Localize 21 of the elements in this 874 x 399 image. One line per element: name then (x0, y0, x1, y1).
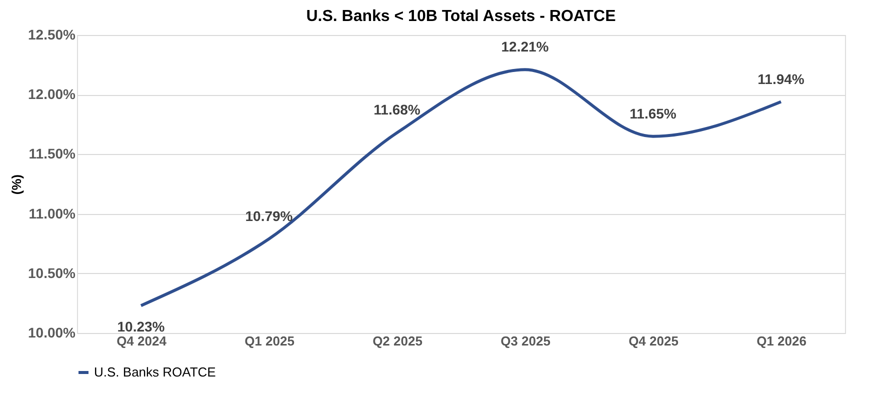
data-label: 11.68% (374, 102, 421, 118)
y-axis-title: (%) (9, 174, 24, 195)
y-tick-label: 12.00% (28, 86, 76, 102)
y-tick-label: 10.00% (28, 324, 76, 340)
data-label: 10.79% (245, 208, 294, 224)
x-tick-label: Q3 2025 (500, 334, 550, 348)
data-label: 11.65% (630, 105, 677, 122)
chart-title: U.S. Banks < 10B Total Assets - ROATCE (306, 8, 616, 25)
y-tick-label: 12.50% (28, 26, 76, 42)
x-tick-label: Q4 2025 (628, 334, 678, 348)
y-tick-label: 11.50% (28, 146, 76, 162)
data-label: 12.21% (501, 38, 550, 55)
x-tick-label: Q4 2024 (116, 334, 168, 348)
x-tick-label: Q2 2025 (372, 334, 422, 348)
x-tick-label: Q1 2025 (244, 334, 294, 348)
y-tick-label: 10.50% (28, 264, 76, 281)
data-label: 10.23% (117, 318, 166, 335)
y-tick-label: 11.00% (28, 205, 76, 222)
data-label: 11.94% (758, 70, 805, 87)
legend-label: U.S. Banks ROATCE (94, 364, 216, 380)
x-tick-label: Q1 2026 (756, 334, 806, 348)
